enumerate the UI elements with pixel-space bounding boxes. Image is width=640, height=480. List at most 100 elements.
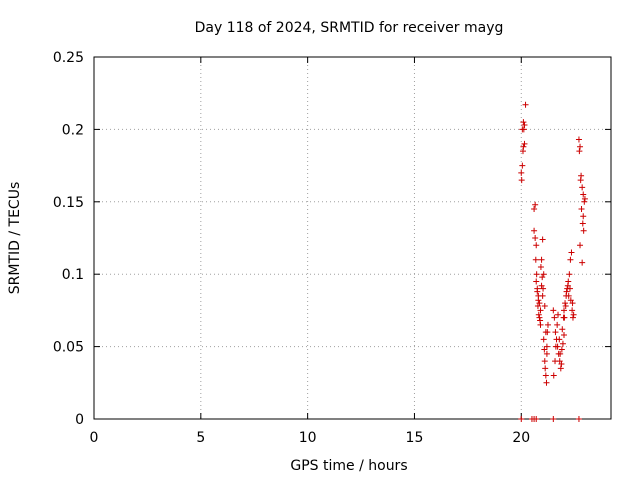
x-tick-label: 10 [299, 430, 317, 446]
y-tick-label: 0.1 [62, 267, 84, 283]
tick-layer: 0 0.05 0.1 0.15 0.2 0.25 0 5 10 15 20 [53, 50, 611, 446]
grid-layer [94, 57, 611, 419]
x-axis-title: GPS time / hours [290, 458, 407, 474]
data-point [558, 360, 565, 367]
data-point [562, 300, 569, 307]
data-point [561, 332, 567, 339]
data-point [543, 379, 550, 386]
data-point [541, 358, 548, 365]
data-point [520, 143, 527, 150]
data-point [518, 169, 525, 176]
data-point [535, 297, 542, 304]
y-tick-label: 0 [75, 412, 84, 428]
data-point [541, 303, 548, 310]
x-tick-label: 15 [406, 430, 424, 446]
data-point [521, 140, 528, 147]
points-layer [518, 101, 588, 422]
data-point [539, 292, 546, 299]
data-point [532, 201, 539, 208]
data-point [550, 307, 557, 314]
data-point [551, 314, 558, 321]
data-point [540, 285, 547, 292]
x-tick-label: 0 [90, 430, 99, 446]
data-point [539, 236, 546, 243]
data-point [575, 136, 582, 143]
data-point [577, 177, 584, 184]
data-point [535, 311, 542, 318]
data-point [559, 340, 566, 347]
data-point [552, 343, 559, 350]
data-point [543, 350, 550, 357]
data-point [552, 358, 559, 365]
data-point [561, 307, 567, 314]
data-point [543, 343, 550, 350]
data-point [555, 311, 562, 318]
data-point [580, 191, 587, 198]
data-point [576, 148, 583, 155]
data-point [537, 263, 544, 270]
data-point [521, 122, 528, 129]
data-point [562, 303, 569, 310]
data-point [538, 256, 545, 263]
plot-frame [93, 56, 612, 420]
y-axis-title: SRMTID / TECUs [7, 182, 23, 295]
data-point [536, 300, 543, 307]
data-point [580, 227, 587, 234]
data-point [536, 314, 543, 321]
data-point [534, 288, 541, 295]
data-point [563, 288, 570, 295]
data-point [531, 206, 538, 213]
data-point [538, 282, 545, 289]
data-point [520, 119, 527, 126]
data-point [559, 326, 566, 333]
data-point [554, 321, 561, 328]
data-point [518, 177, 525, 184]
data-point [550, 416, 557, 422]
y-tick-label: 0.25 [53, 50, 84, 66]
data-point [533, 271, 540, 278]
data-point [566, 271, 573, 278]
data-point [561, 314, 568, 321]
data-point [537, 307, 544, 314]
data-point [568, 249, 575, 256]
y-tick-label: 0.05 [53, 340, 84, 356]
chart-title: Day 118 of 2024, SRMTID for receiver may… [195, 20, 504, 36]
data-point [581, 195, 588, 202]
data-point [544, 329, 551, 336]
data-point [540, 336, 547, 343]
data-point [569, 307, 576, 314]
data-point [540, 271, 547, 278]
data-point [533, 242, 540, 249]
data-point [567, 297, 574, 304]
data-point [544, 321, 551, 328]
data-point [542, 365, 549, 372]
data-point [567, 256, 574, 263]
y-tick-label: 0.15 [53, 195, 84, 211]
data-point [577, 143, 584, 150]
data-point [579, 220, 586, 227]
data-point [579, 184, 586, 191]
data-point [518, 416, 525, 422]
data-point [522, 101, 529, 108]
data-point [520, 126, 527, 133]
data-point [578, 206, 585, 213]
data-point [565, 292, 572, 299]
data-point [537, 317, 544, 324]
data-point [531, 227, 538, 234]
data-point [542, 372, 549, 379]
data-point [533, 278, 540, 285]
data-point [557, 350, 564, 357]
data-point [577, 242, 584, 249]
data-point [534, 303, 541, 310]
data-point [557, 365, 564, 372]
data-point [558, 346, 565, 353]
data-point [581, 198, 588, 205]
data-point [541, 346, 548, 353]
data-point [579, 259, 586, 266]
data-point [550, 372, 557, 379]
data-point [533, 416, 540, 422]
data-point [532, 256, 539, 263]
data-point [566, 285, 573, 292]
data-point [575, 416, 582, 422]
